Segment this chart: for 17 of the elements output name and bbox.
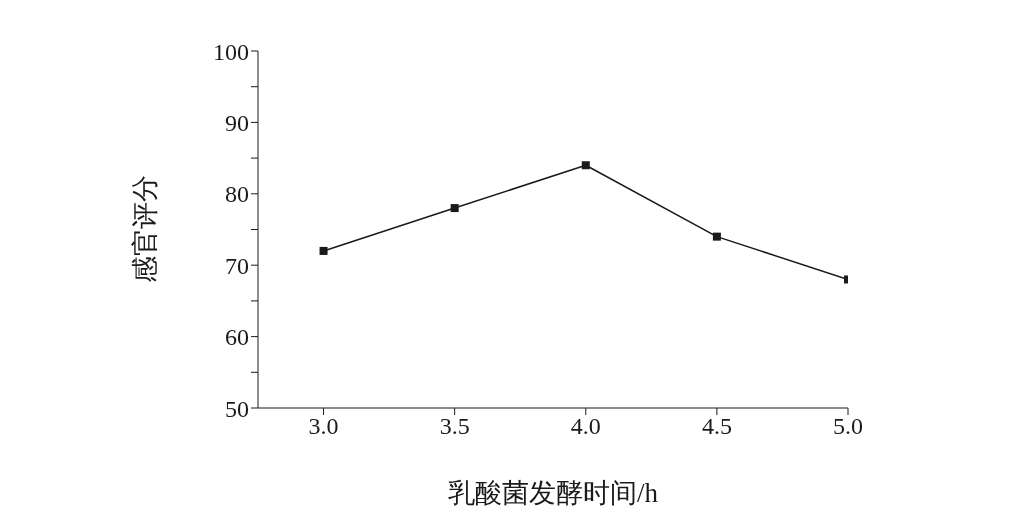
y-tick-label: 90 [225,109,249,136]
y-axis-title: 感官评分 [129,175,161,283]
point [319,246,328,255]
x-tick-label: 5.0 [833,413,863,440]
x-axis-title: 乳酸菌发酵时间/h [447,477,659,510]
point [581,161,590,170]
y-tick-label: 80 [225,181,249,208]
point [712,232,721,241]
y-tick-label: 100 [213,38,249,65]
point [450,204,459,213]
x-tick-label: 4.0 [570,413,601,440]
y-tick-label: 70 [225,252,249,279]
y-tick-label: 60 [225,324,249,351]
x-tick-label: 4.5 [701,413,732,440]
y-tick-label: 50 [225,395,249,422]
x-tick-label: 3.0 [308,413,339,440]
x-tick-label: 3.5 [439,413,470,440]
